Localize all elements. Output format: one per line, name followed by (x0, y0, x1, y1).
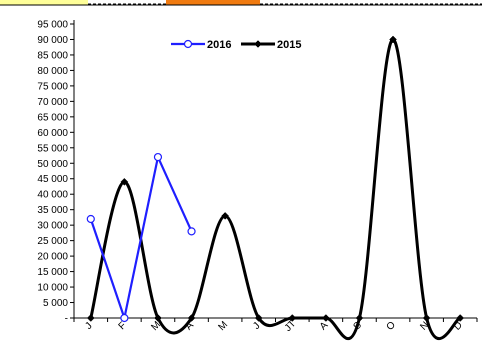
legend-label: 2015 (277, 39, 301, 51)
data-point-2016 (86, 214, 95, 224)
y-tick-label: 35 000 (37, 205, 68, 216)
data-point-2015 (254, 314, 263, 322)
y-tick-label: 90 000 (37, 35, 68, 46)
y-tick-label: 5 000 (43, 298, 68, 309)
x-tick-label: F (117, 320, 129, 332)
y-tick-label: 65 000 (37, 112, 68, 123)
data-point-2015 (86, 314, 95, 322)
series-2016 (86, 152, 196, 323)
y-tick-label: 50 000 (37, 159, 68, 170)
data-point-2015 (456, 314, 465, 322)
x-tick-label: M (217, 319, 231, 333)
data-point-2016 (187, 227, 196, 236)
data-point-2015 (355, 314, 364, 322)
legend-item-2016: 2016 (171, 39, 231, 51)
series-2015 (86, 35, 465, 340)
legend-marker (183, 39, 193, 49)
y-tick-label: 70 000 (37, 97, 68, 108)
data-point-2015 (221, 212, 229, 220)
y-axis-ticks: - 5 000 10 000 15 000 20 000 25 000 30 000 35 0… (37, 20, 74, 325)
data-point-2015 (187, 314, 196, 322)
legend-item-2015: 2015 (241, 39, 301, 51)
series-line-2015 (89, 37, 461, 340)
data-point-2016 (120, 313, 129, 323)
data-point-2015 (120, 177, 129, 186)
x-tick-label: J (251, 321, 262, 332)
data-point-2015 (288, 314, 297, 322)
data-point-2015 (389, 35, 397, 44)
y-tick-label: 20 000 (37, 252, 68, 263)
legend-label: 2016 (207, 39, 231, 51)
x-tick-label: A (318, 320, 331, 333)
y-tick-label: 10 000 (37, 283, 68, 294)
y-tick-label: 80 000 (37, 66, 68, 77)
y-tick-label: 95 000 (37, 20, 68, 31)
legend-marker (254, 40, 262, 48)
data-point-2016 (153, 152, 163, 162)
data-point-2015 (322, 314, 330, 322)
x-tick-label: O (385, 319, 398, 332)
series-line-2016 (89, 155, 193, 320)
y-tick-label: 30 000 (37, 221, 68, 232)
top-frame-accent (166, 0, 260, 5)
y-tick-label: 45 000 (37, 174, 68, 185)
top-frame (0, 0, 482, 6)
y-tick-label: 55 000 (37, 143, 68, 154)
y-tick-label: 75 000 (37, 81, 68, 92)
y-tick-label: 15 000 (37, 267, 68, 278)
x-axis-ticks: J F M A M J JT A S O N D (73, 318, 478, 334)
y-tick-label: 40 000 (37, 190, 68, 201)
series-layer (86, 35, 465, 340)
data-point-2015 (422, 314, 431, 322)
y-tick-label: 85 000 (37, 50, 68, 61)
legend: 2016 2015 (171, 39, 301, 51)
data-point-2015 (154, 314, 162, 322)
x-tick-label: J (83, 321, 94, 332)
y-tick-label: 25 000 (37, 236, 68, 247)
y-tick-label: - (65, 314, 68, 325)
top-frame-highlight (0, 0, 88, 5)
y-tick-label: 60 000 (37, 128, 68, 139)
